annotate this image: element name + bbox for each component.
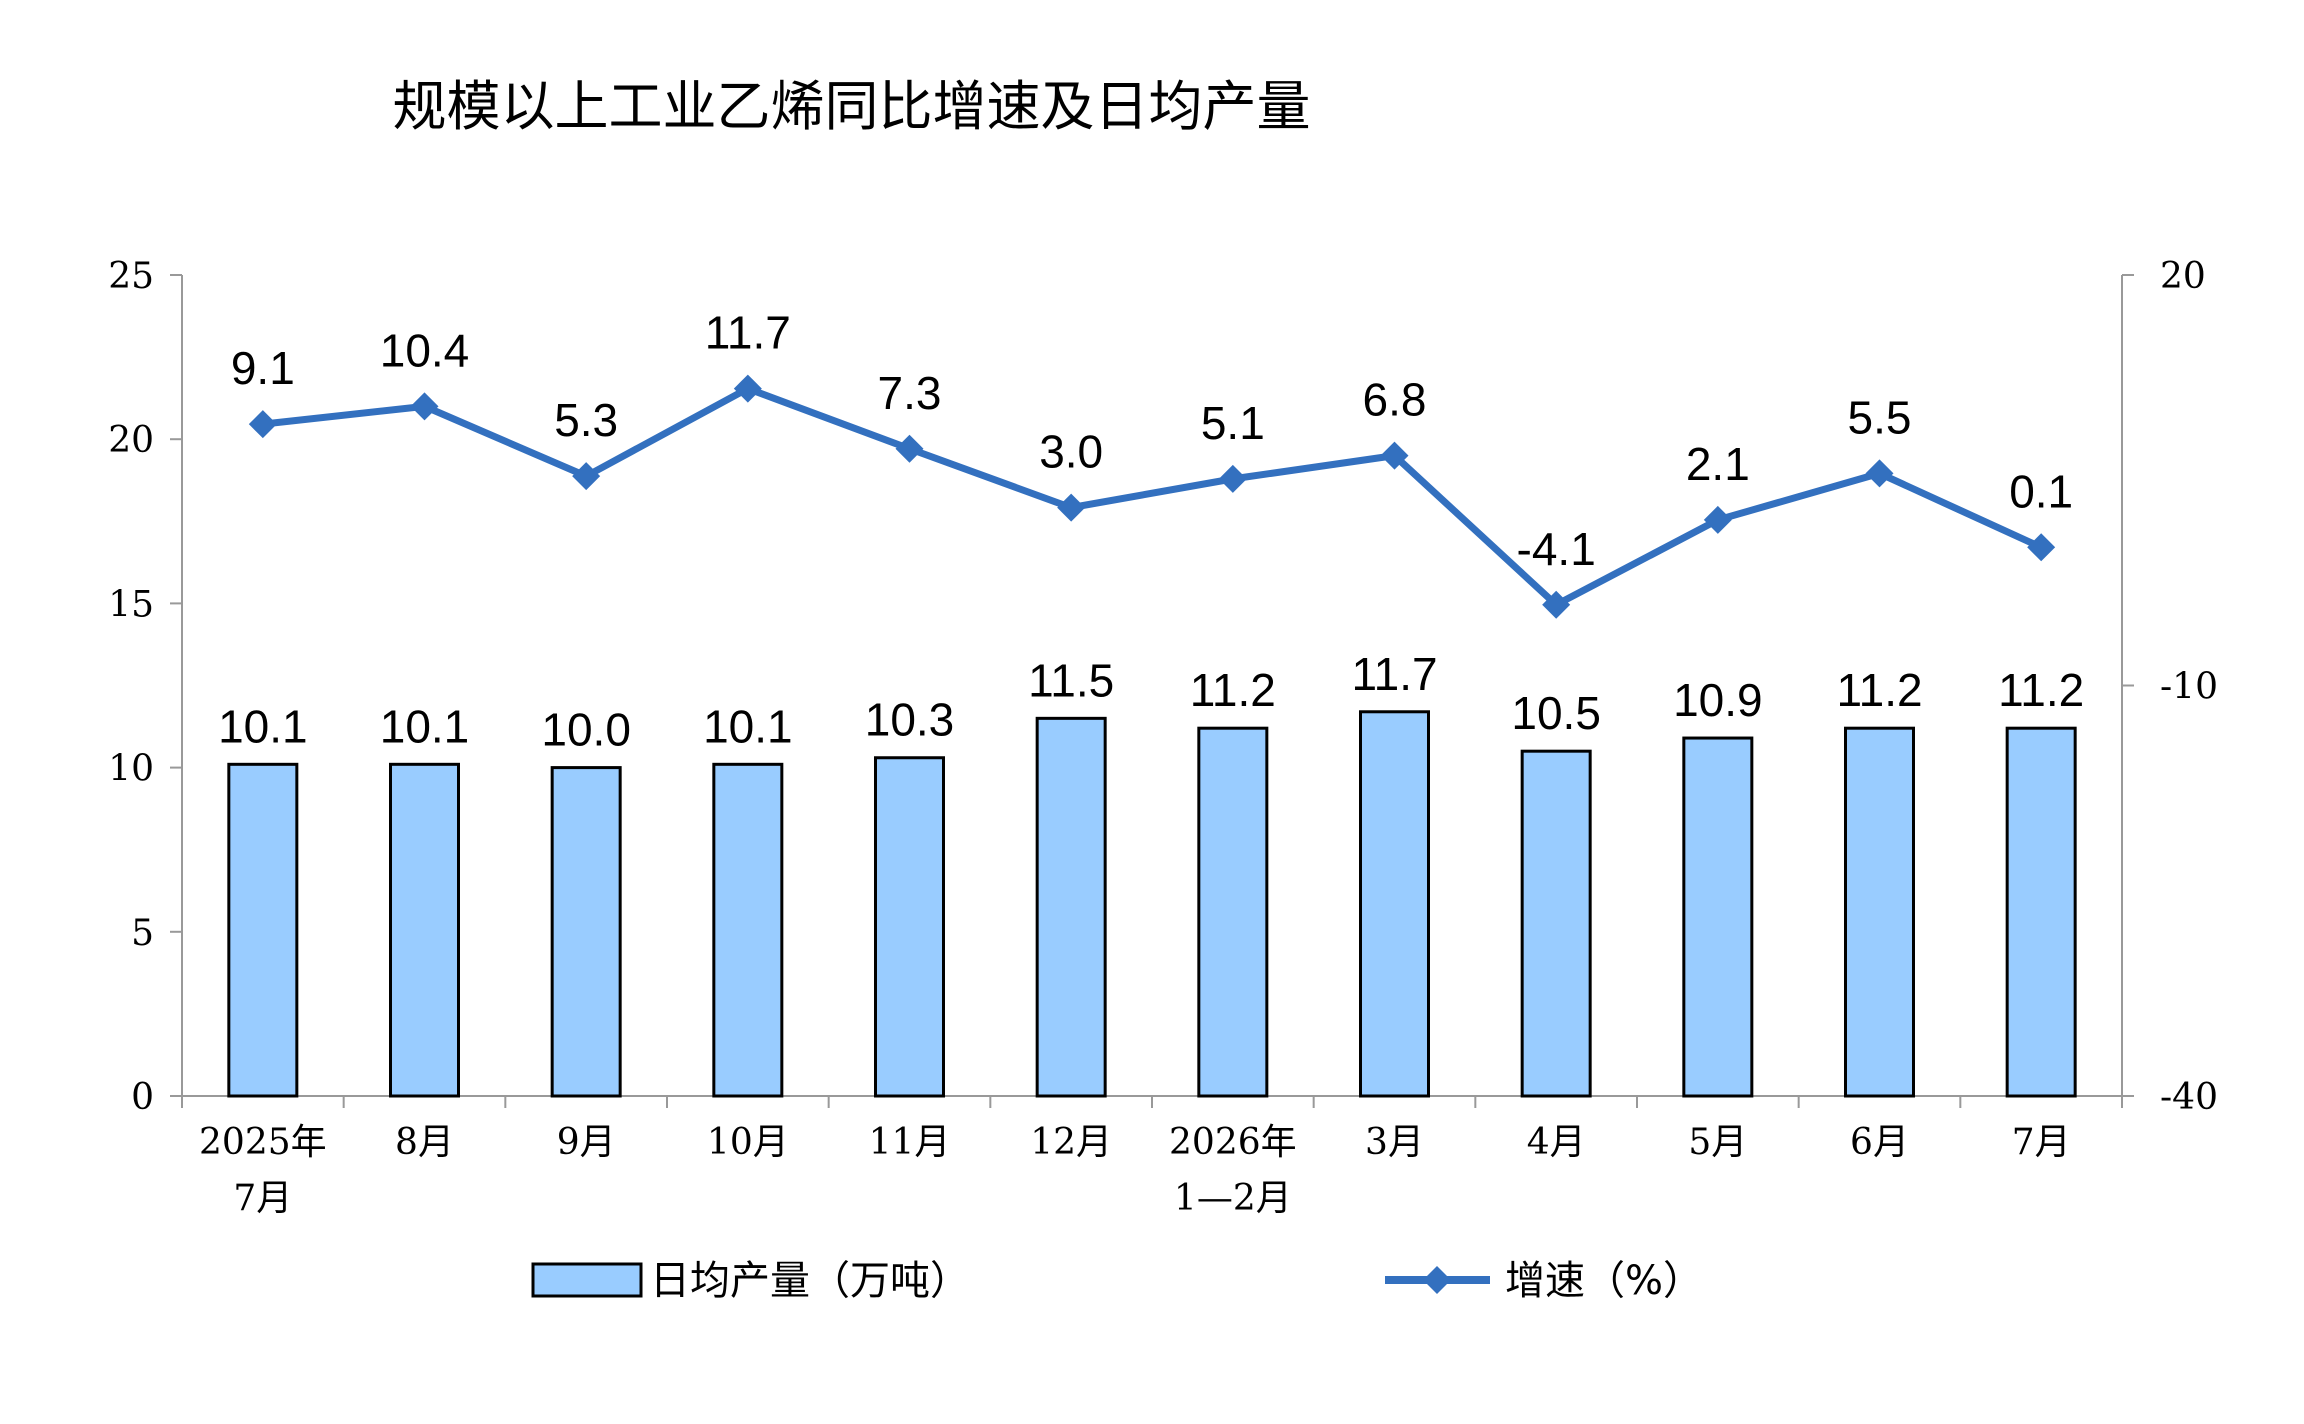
bar-value-label: 10.1 [380, 700, 470, 752]
line-point-marker [1057, 493, 1086, 522]
right-axis-tick-label: -40 [2160, 1077, 2218, 1118]
bar [712, 762, 784, 1098]
left-axis-tick-label: 15 [108, 584, 154, 625]
x-axis-tick-label: 7月 [233, 1178, 292, 1219]
line-point-marker [248, 410, 277, 439]
bar-value-label: 11.5 [1028, 654, 1114, 706]
x-axis-tick-label: 3月 [1365, 1122, 1424, 1163]
bar-value-label: 11.7 [1351, 648, 1437, 700]
right-axis-tick-label: 20 [2160, 256, 2206, 297]
left-axis-tick-label: 5 [131, 913, 154, 954]
x-axis-tick-label: 1—2月 [1174, 1178, 1292, 1219]
bar [1035, 716, 1107, 1098]
line-value-label: 0.1 [2009, 465, 2073, 517]
bar-value-label: 10.1 [703, 700, 793, 752]
bar-value-label: 10.5 [1511, 687, 1601, 739]
bar-value-label: 10.3 [865, 694, 955, 746]
x-axis-tick-label: 7月 [2012, 1122, 2071, 1163]
bar-value-label: 11.2 [1836, 664, 1922, 716]
left-axis-tick-label: 10 [108, 749, 154, 790]
bar-series [227, 710, 2077, 1098]
bar [1520, 749, 1592, 1098]
x-axis-tick-label: 10月 [707, 1122, 789, 1163]
line-point-marker [895, 434, 924, 463]
bar [1682, 736, 1754, 1098]
line-value-label: 5.5 [1848, 391, 1912, 443]
bar-value-label: 10.0 [541, 704, 631, 756]
line-value-label: 9.1 [231, 342, 295, 394]
x-axis-tick-label: 6月 [1850, 1122, 1909, 1163]
line-value-label: 6.8 [1363, 374, 1427, 426]
line-value-label: 3.0 [1039, 426, 1103, 478]
line-point-marker [733, 374, 762, 403]
bar-value-label: 11.2 [1998, 664, 2084, 716]
x-axis-tick-label: 12月 [1030, 1122, 1112, 1163]
bar-value-label: 10.9 [1673, 674, 1763, 726]
legend: 日均产量（万吨） 增速（%） [531, 1258, 1703, 1304]
axes: 0 5 10 15 20 25 -40 -10 20 2025年 7月 8月 9月 10月 11月 12月 20… [108, 256, 2218, 1219]
x-axis-tick-label: 4月 [1527, 1122, 1586, 1163]
legend-bar-swatch [531, 1262, 643, 1298]
line-value-label: 10.4 [380, 324, 470, 376]
line-point-marker [410, 392, 439, 421]
bar [874, 756, 945, 1098]
x-axis-tick-label: 2026年 [1169, 1122, 1297, 1163]
bar [550, 766, 622, 1098]
line-value-label: 7.3 [878, 367, 942, 419]
left-axis-tick-label: 20 [108, 420, 154, 461]
x-axis-tick-label: 8月 [395, 1122, 454, 1163]
line-point-marker [1865, 459, 1894, 488]
legend-bar-label: 日均产量（万吨） [650, 1258, 970, 1304]
bar [1197, 726, 1269, 1098]
line-point-marker [1542, 590, 1571, 619]
x-axis-tick-label: 5月 [1688, 1122, 1747, 1163]
x-axis-tick-label: 9月 [557, 1122, 616, 1163]
bar [1359, 710, 1430, 1098]
growth-line [262, 384, 2043, 610]
line-point-marker [1380, 441, 1409, 470]
line-point-marker [1703, 505, 1732, 534]
data-labels: 10.1 10.1 10.0 10.1 10.3 11.5 11.2 11.7 10.5 10.9… [218, 307, 2084, 756]
right-axis-tick-label: -10 [2160, 667, 2218, 708]
line-value-label: 5.1 [1201, 397, 1265, 449]
left-axis-tick-label: 25 [108, 256, 154, 297]
legend-line-label: 增速（%） [1505, 1258, 1703, 1304]
line-value-label: -4.1 [1517, 523, 1596, 575]
chart-title: 规模以上工业乙烯同比增速及日均产量 [392, 75, 1311, 138]
bar-value-label: 10.1 [218, 700, 308, 752]
x-axis-tick-label: 11月 [869, 1122, 951, 1163]
line-value-label: 5.3 [554, 394, 618, 446]
line-point-marker [572, 462, 601, 491]
left-axis-tick-label: 0 [131, 1077, 154, 1118]
line-value-label: 11.7 [705, 307, 791, 359]
legend-line-marker [1423, 1266, 1451, 1294]
bar [389, 762, 460, 1098]
x-axis-tick-label: 2025年 [199, 1122, 327, 1163]
bar [227, 762, 299, 1098]
line-value-label: 2.1 [1686, 438, 1750, 490]
line-series [248, 374, 2056, 619]
line-point-marker [2027, 533, 2056, 562]
line-point-marker [1218, 464, 1247, 493]
bar-value-label: 11.2 [1190, 664, 1276, 716]
bar [1844, 726, 1915, 1098]
bar [2005, 726, 2077, 1098]
